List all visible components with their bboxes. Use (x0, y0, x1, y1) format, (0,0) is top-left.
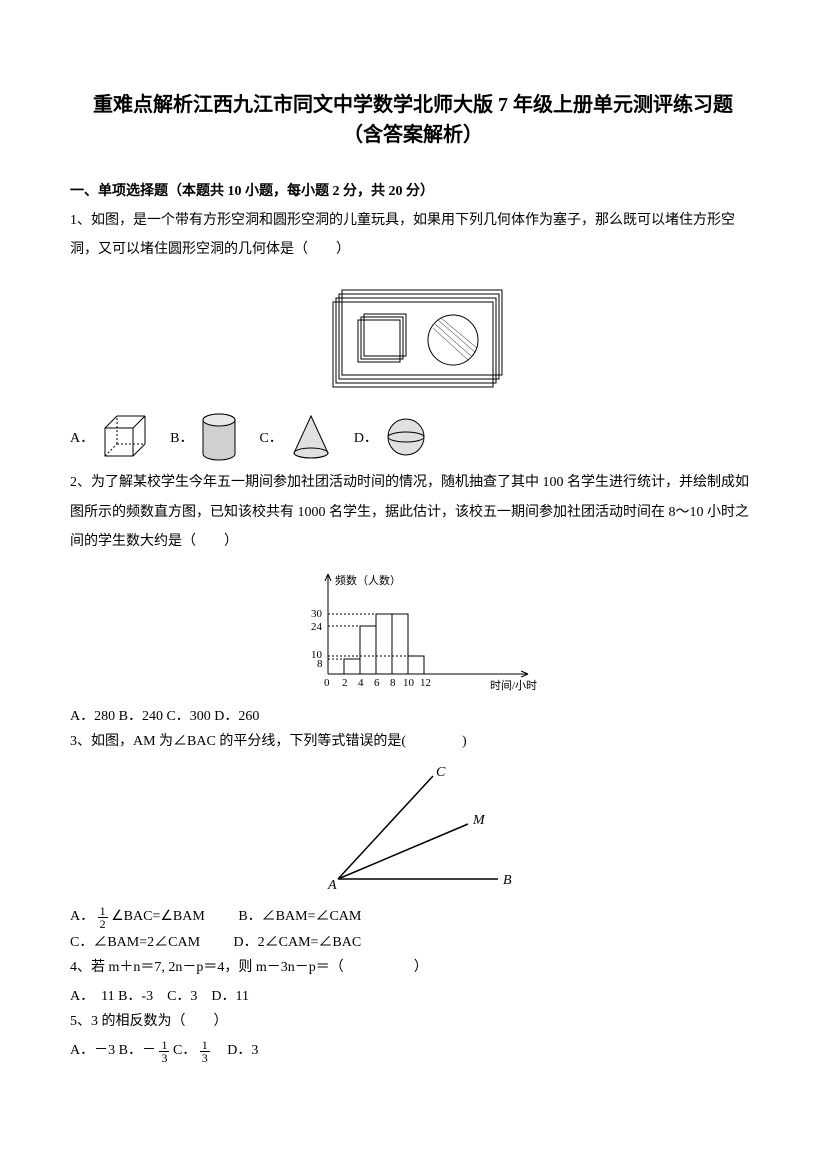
cube-icon (100, 413, 150, 461)
xtick-0: 0 (324, 677, 330, 689)
q1-option-d: D． (354, 415, 428, 459)
q5-options: A．－3 B．－ 1 3 C． 1 3 D．3 (70, 1038, 756, 1063)
q5-text: 5、3 的相反数为（ ） (70, 1009, 756, 1034)
frac-den: 2 (98, 918, 108, 930)
fraction-half: 1 2 (98, 905, 108, 930)
q3-figure: A B C M (70, 764, 756, 894)
frac-den: 3 (200, 1052, 210, 1064)
xtick-4: 4 (358, 677, 364, 689)
label-A: A (327, 878, 337, 893)
q2-histogram: 频数（人数） 时间/小时 30 24 10 8 0 2 4 6 8 10 12 (70, 564, 756, 694)
cylinder-icon (199, 412, 239, 462)
title-line-2: （含答案解析） (70, 120, 756, 150)
page-title: 重难点解析江西九江市同文中学数学北师大版 7 年级上册单元测评练习题 （含答案解… (70, 90, 756, 150)
frac-num: 1 (200, 1039, 210, 1052)
xtick-8: 8 (390, 677, 396, 689)
xtick-12: 12 (420, 677, 431, 689)
ylabel: 频数（人数） (335, 573, 401, 587)
title-line-1: 重难点解析江西九江市同文中学数学北师大版 7 年级上册单元测评练习题 (70, 90, 756, 120)
q1-option-c: C． (259, 413, 333, 461)
xlabel: 时间/小时 (490, 679, 537, 692)
q1-optB-label: B． (170, 427, 193, 447)
q3-optA-pre: A． (70, 909, 94, 924)
q3-options-line1: A． 1 2 ∠BAC=∠BAM B．∠BAM=∠CAM (70, 904, 756, 929)
q2-text-3: 间的学生数大约是（ ） (70, 529, 756, 554)
sphere-icon (384, 415, 428, 459)
q3-optC: C．∠BAM=2∠CAM (70, 935, 200, 950)
q1-option-b: B． (170, 412, 239, 462)
q4-text: 4、若 m＋n＝7, 2n－p＝4，则 m－3n－p＝（ ） (70, 955, 756, 980)
frac-num: 1 (159, 1039, 169, 1052)
q1-text-2: 洞，又可以堵住圆形空洞的几何体是（ ） (70, 237, 756, 262)
frac-num: 1 (98, 905, 108, 918)
q3-options-line2: C．∠BAM=2∠CAM D．2∠CAM=∠BAC (70, 930, 756, 955)
q3-optB: B．∠BAM=∠CAM (238, 909, 361, 924)
q5-optC-pre: C． (173, 1043, 196, 1058)
q2-text-2: 图所示的频数直方图，已知该校共有 1000 名学生，据此估计，该校五一期间参加社… (70, 500, 756, 525)
q5-optA: A．－3 B．－ (70, 1043, 156, 1058)
angle-bisector-figure: A B C M (298, 764, 528, 894)
xtick-10: 10 (403, 677, 415, 689)
histogram-chart: 频数（人数） 时间/小时 30 24 10 8 0 2 4 6 8 10 12 (268, 564, 558, 694)
q3-text: 3、如图，AM 为∠BAC 的平分线，下列等式错误的是( ) (70, 729, 756, 754)
fraction-third-2: 1 3 (200, 1039, 210, 1064)
q1-optD-label: D． (354, 427, 378, 447)
label-C: C (436, 765, 446, 780)
ytick-8: 8 (317, 658, 323, 670)
q2-text-1: 2、为了解某校学生今年五一期间参加社团活动时间的情况，随机抽查了其中 100 名… (70, 470, 756, 495)
xtick-2: 2 (342, 677, 348, 689)
label-B: B (503, 873, 512, 888)
q2-options: A．280 B．240 C．300 D．260 (70, 704, 756, 729)
q5-optD: D．3 (213, 1043, 258, 1058)
label-M: M (472, 813, 486, 828)
xtick-6: 6 (374, 677, 380, 689)
q1-text-1: 1、如图，是一个带有方形空洞和圆形空洞的儿童玩具，如果用下列几何体作为塞子，那么… (70, 208, 756, 233)
cone-icon (289, 413, 334, 461)
q4-options: A． 11 B．-3 C．3 D．11 (70, 984, 756, 1009)
q1-options: A． B． C． (70, 412, 756, 462)
fraction-third-1: 1 3 (159, 1039, 169, 1064)
ytick-24: 24 (311, 621, 323, 633)
q1-option-a: A． (70, 413, 150, 461)
q1-optA-label: A． (70, 427, 94, 447)
section-header: 一、单项选择题（本题共 10 小题，每小题 2 分，共 20 分） (70, 180, 756, 200)
toy-block-figure (313, 272, 513, 402)
frac-den: 3 (159, 1052, 169, 1064)
q1-figure (70, 272, 756, 402)
q1-optC-label: C． (259, 427, 282, 447)
q3-optA-post: ∠BAC=∠BAM (111, 909, 205, 924)
q3-optD: D．2∠CAM=∠BAC (234, 935, 362, 950)
ytick-30: 30 (311, 608, 323, 620)
